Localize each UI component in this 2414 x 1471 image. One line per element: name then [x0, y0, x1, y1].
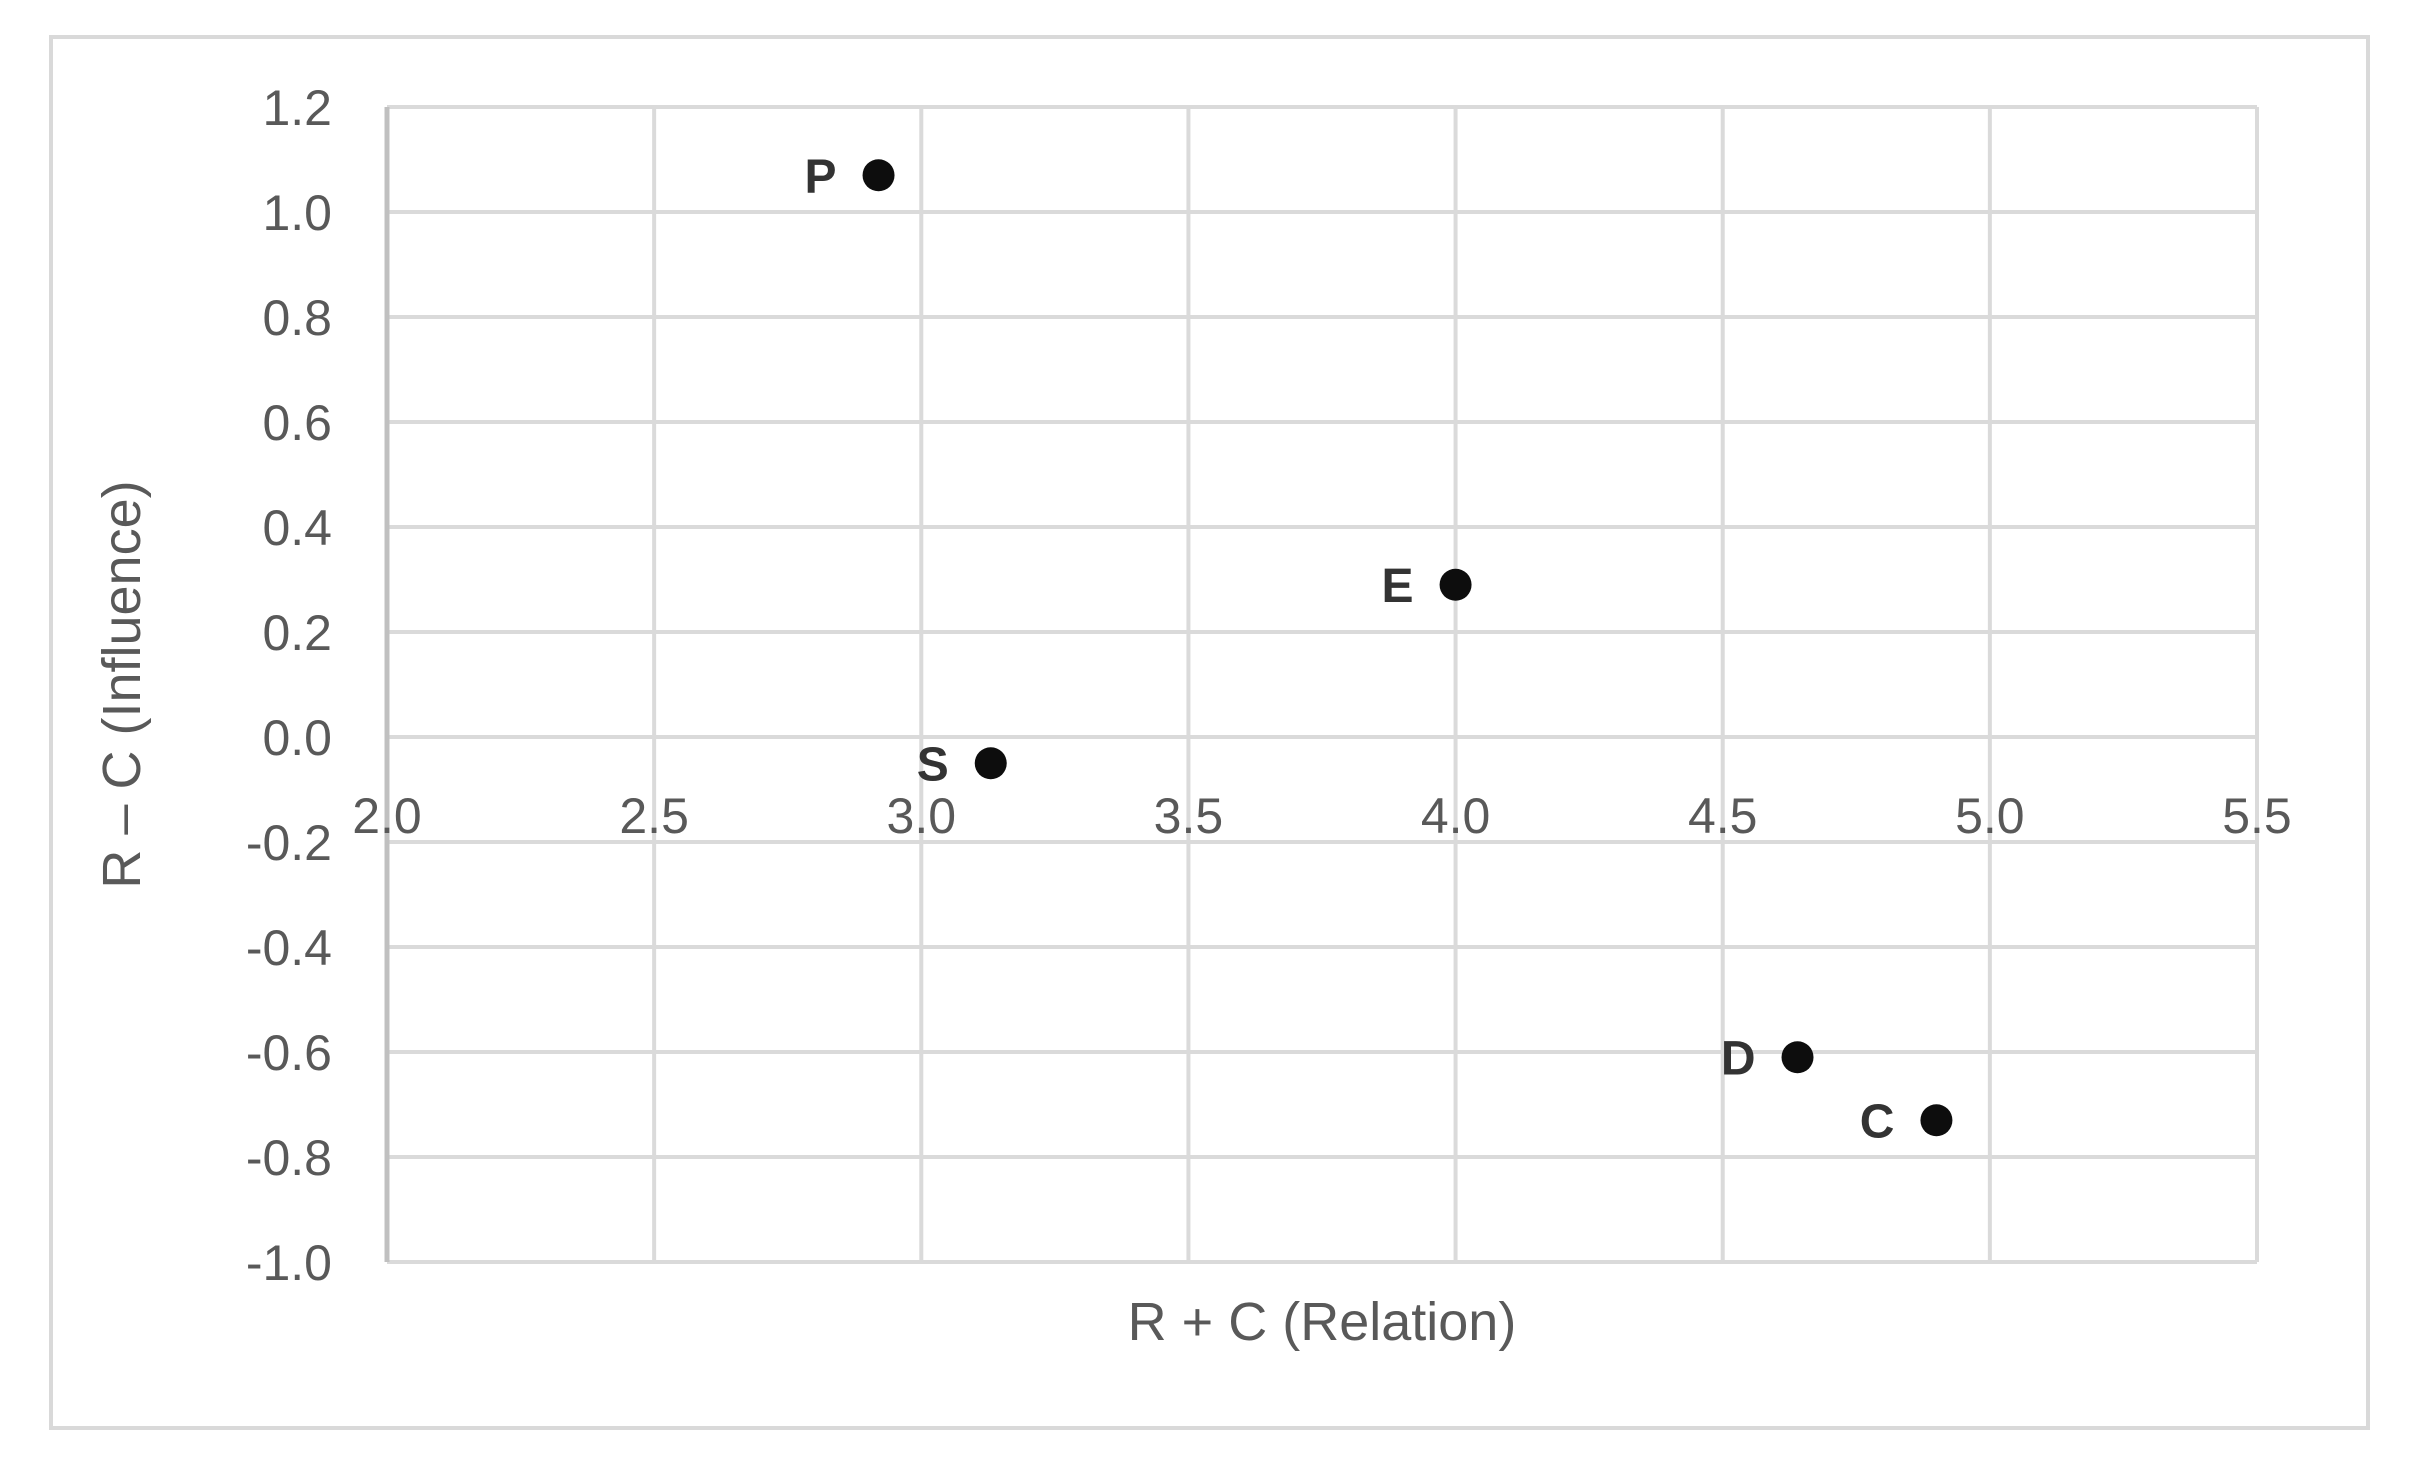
- y-tick-label: 1.2: [262, 80, 332, 136]
- y-tick-label: -0.4: [246, 920, 332, 976]
- y-tick-label: -1.0: [246, 1235, 332, 1291]
- y-tick-label: 0.6: [262, 395, 332, 451]
- x-tick-label: 2.5: [619, 788, 689, 844]
- x-tick-label: 4.5: [1688, 788, 1758, 844]
- point-label-P: P: [805, 150, 837, 203]
- data-point-E: [1439, 568, 1472, 601]
- y-tick-label: 1.0: [262, 185, 332, 241]
- x-tick-label: 5.5: [2222, 788, 2292, 844]
- point-label-D: D: [1721, 1032, 1756, 1085]
- data-point-D: [1781, 1041, 1814, 1074]
- point-label-C: C: [1860, 1095, 1895, 1148]
- x-tick-label: 3.5: [1154, 788, 1224, 844]
- x-tick-label: 4.0: [1421, 788, 1491, 844]
- y-tick-label: -0.2: [246, 815, 332, 871]
- y-tick-label: 0.8: [262, 290, 332, 346]
- chart-frame-border: [49, 35, 2370, 1430]
- y-tick-label: 0.2: [262, 605, 332, 661]
- data-point-S: [974, 747, 1007, 780]
- point-label-S: S: [917, 738, 949, 791]
- x-tick-label: 2.0: [352, 788, 422, 844]
- y-axis-title: R – C (Influence): [92, 480, 152, 888]
- y-tick-label: -0.6: [246, 1025, 332, 1081]
- data-point-C: [1920, 1104, 1953, 1137]
- x-tick-label: 5.0: [1955, 788, 2025, 844]
- y-tick-label: 0.4: [262, 500, 332, 556]
- y-tick-label: 0.0: [262, 710, 332, 766]
- y-tick-label: -0.8: [246, 1130, 332, 1186]
- data-point-P: [862, 159, 895, 192]
- x-axis-title: R + C (Relation): [1128, 1292, 1517, 1352]
- x-tick-label: 3.0: [887, 788, 957, 844]
- point-label-E: E: [1382, 560, 1414, 613]
